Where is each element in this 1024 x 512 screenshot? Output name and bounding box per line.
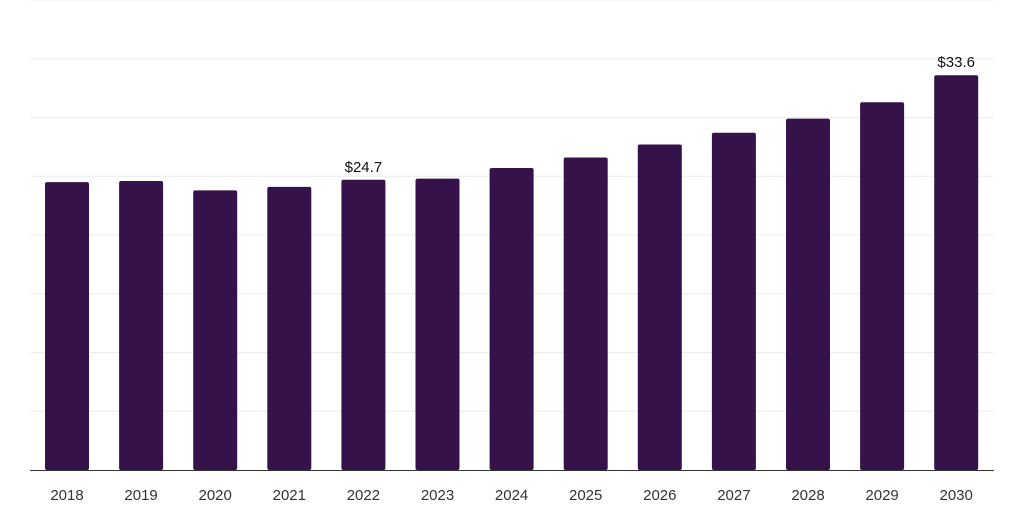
bar-2019 xyxy=(119,180,164,470)
x-tick-label: 2025 xyxy=(569,487,602,504)
bar-2018 xyxy=(45,182,89,470)
data-label-2022: $24.7 xyxy=(345,159,383,176)
x-tick-label: 2021 xyxy=(273,487,306,504)
x-tick-label: 2027 xyxy=(717,487,750,504)
x-tick-label: 2030 xyxy=(940,487,973,504)
bar-2030 xyxy=(934,75,979,470)
bar-2021 xyxy=(267,186,312,470)
x-tick-label: 2029 xyxy=(865,487,898,504)
x-tick-label: 2018 xyxy=(50,487,83,504)
bar-2023 xyxy=(415,178,460,470)
x-tick-label: 2022 xyxy=(347,487,380,504)
data-labels: $24.7 $33.6 xyxy=(345,54,975,176)
bar-2028 xyxy=(786,118,830,471)
bar-2020 xyxy=(193,190,238,470)
x-tick-label: 2024 xyxy=(495,487,528,504)
data-label-2030: $33.6 xyxy=(937,54,975,71)
x-tick-label: 2026 xyxy=(643,487,676,504)
bar-2024 xyxy=(489,168,534,470)
bar-2025 xyxy=(563,157,608,470)
bar-2026 xyxy=(637,144,682,470)
x-tick-label: 2028 xyxy=(791,487,824,504)
x-axis-ticks: 2018 2019 2020 2021 2022 2023 2024 2025 2026 2027… xyxy=(50,487,973,504)
bar-2022 xyxy=(341,179,386,470)
bars xyxy=(45,75,979,471)
bar-2029 xyxy=(860,102,905,470)
x-tick-label: 2020 xyxy=(199,487,232,504)
x-tick-label: 2023 xyxy=(421,487,454,504)
bar-2027 xyxy=(711,132,756,470)
x-tick-label: 2019 xyxy=(124,487,157,504)
